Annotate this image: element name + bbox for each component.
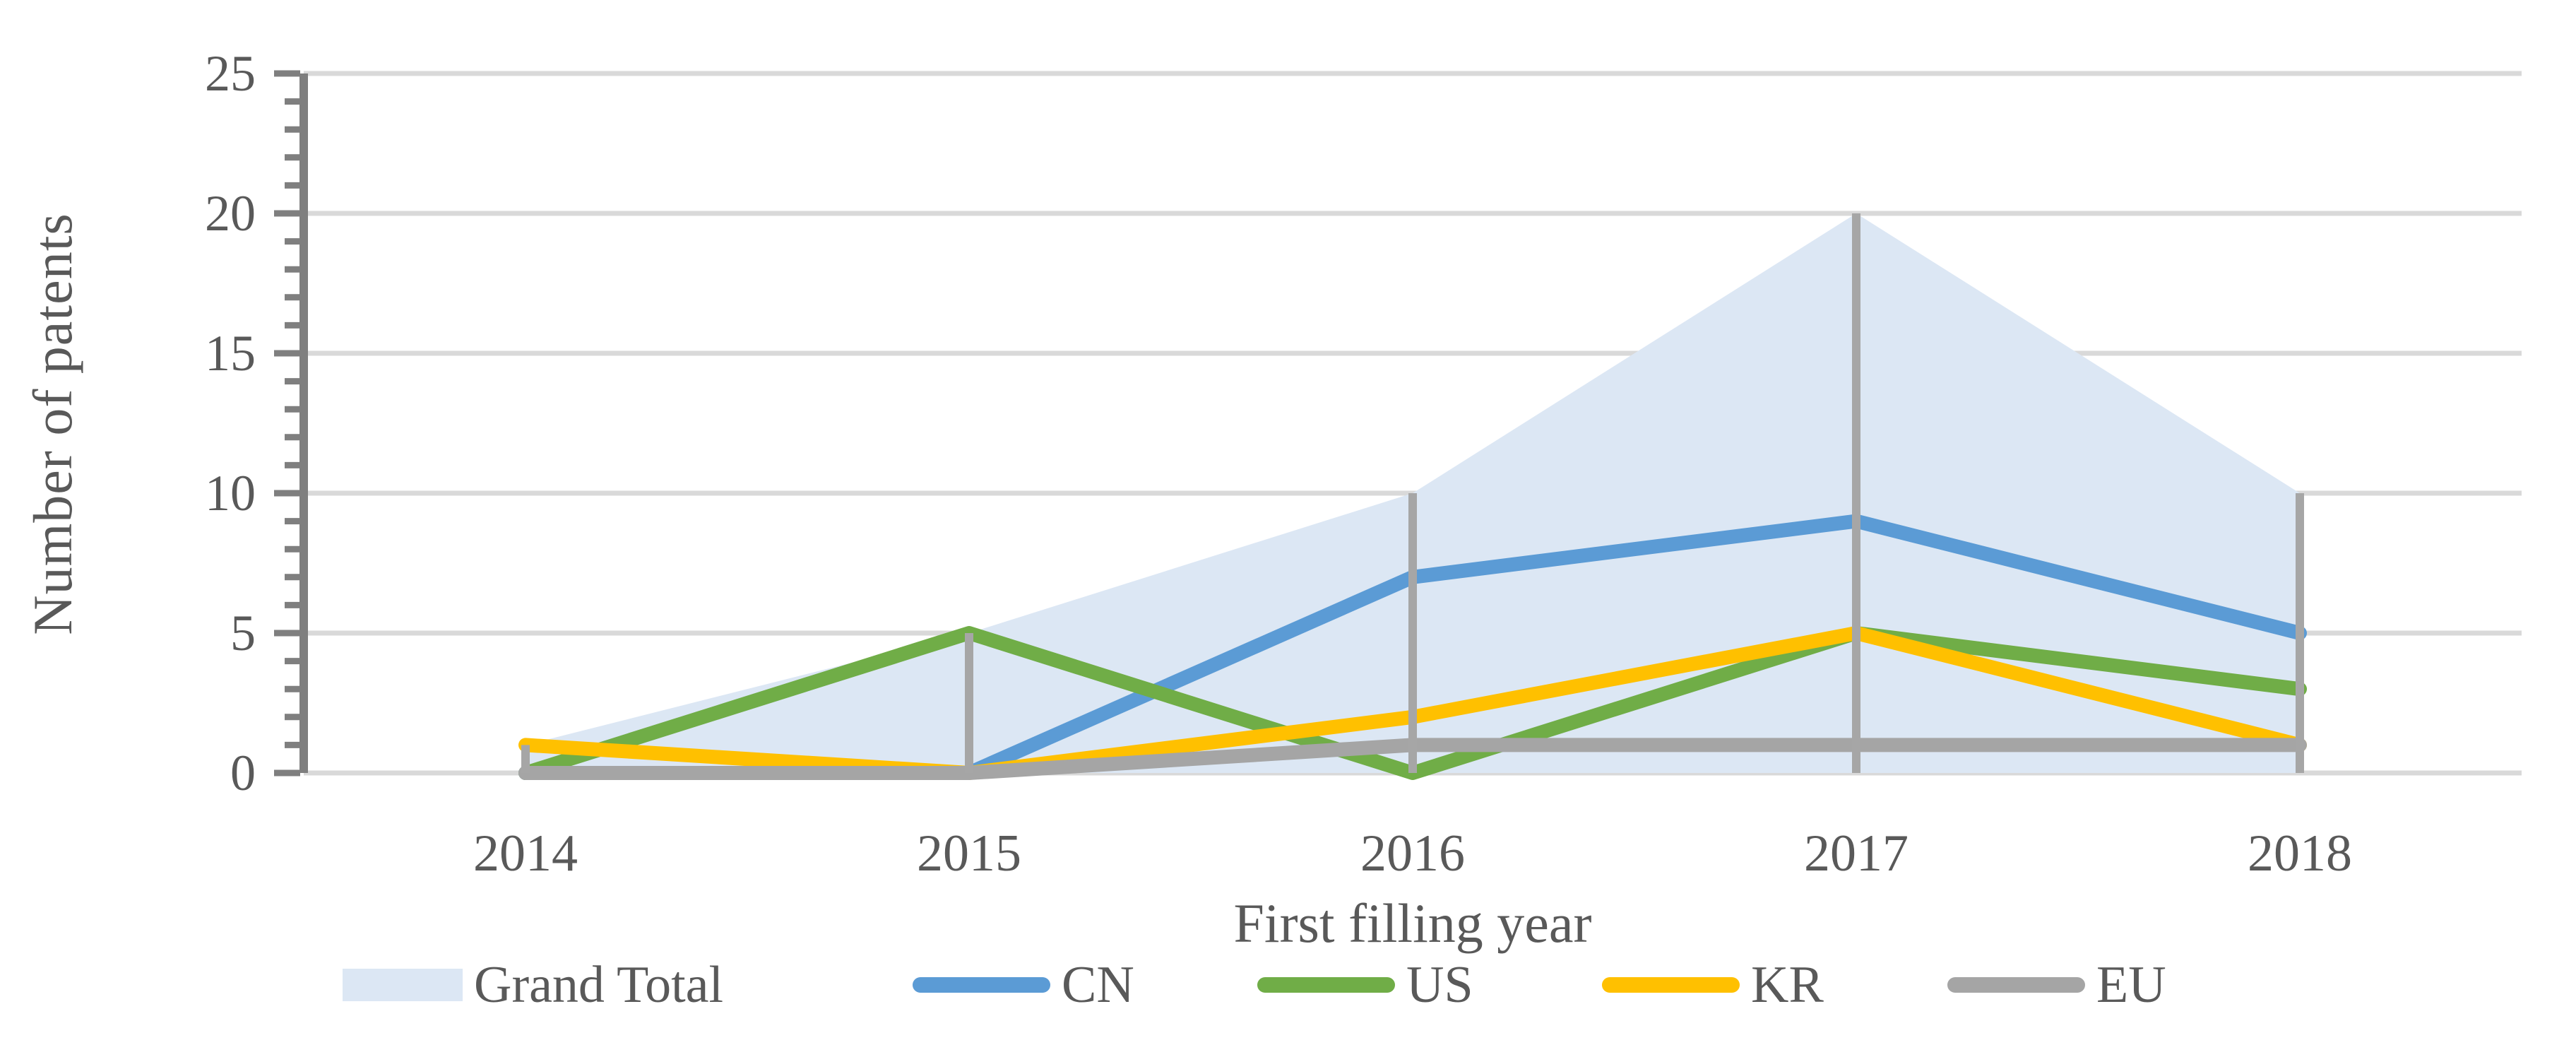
y-tick-label: 20: [205, 185, 256, 242]
x-axis-title: First filling year: [1233, 892, 1592, 954]
legend-label: CN: [1062, 956, 1134, 1014]
legend-item-us: US: [1257, 950, 1473, 1020]
y-tick-label: 5: [230, 605, 256, 661]
us-line-swatch: [1257, 977, 1395, 993]
plot-area: 0 5 10 15 20 25 2014 2015 2016 2017 2018: [205, 45, 2522, 882]
legend-label: US: [1406, 956, 1473, 1014]
x-tick-label: 2015: [917, 825, 1021, 882]
legend-label: Grand Total: [474, 956, 724, 1014]
legend-label: KR: [1751, 956, 1824, 1014]
legend-item-grand-total: Grand Total: [343, 950, 723, 1020]
legend-item-eu: EU: [1947, 950, 2166, 1020]
legend-item-cn: CN: [913, 950, 1134, 1020]
eu-line-swatch: [1947, 977, 2085, 993]
y-tick-label: 0: [230, 745, 256, 801]
x-tick-label: 2017: [1804, 825, 1909, 882]
legend: Grand Total CN US KR EU: [0, 950, 2576, 1020]
y-tick-label: 25: [205, 45, 256, 102]
legend-label: EU: [2096, 956, 2166, 1014]
x-tick-label: 2018: [2248, 825, 2352, 882]
grand-total-area-swatch: [343, 969, 463, 1001]
x-tick-label: 2016: [1360, 825, 1465, 882]
y-tick-label: 15: [205, 325, 256, 382]
kr-line-swatch: [1602, 977, 1740, 993]
cn-line-swatch: [913, 977, 1050, 993]
legend-item-kr: KR: [1602, 950, 1824, 1020]
y-tick-label: 10: [205, 465, 256, 521]
x-tick-label: 2014: [473, 825, 578, 882]
